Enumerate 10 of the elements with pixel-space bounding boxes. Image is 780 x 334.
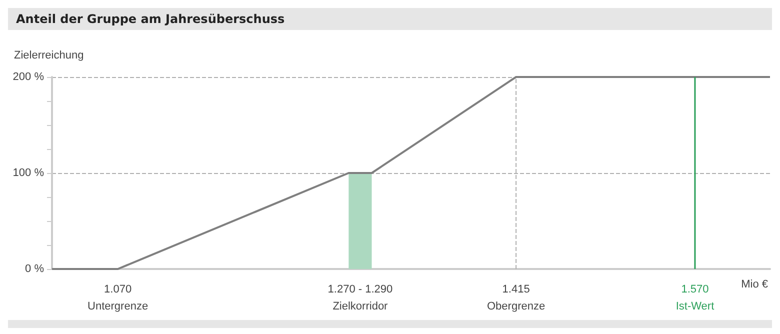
y-axis-title: Zielerreichung xyxy=(14,50,84,62)
x-tick-label: 1.415 Obergrenze xyxy=(487,284,546,312)
chart-title: Anteil der Gruppe am Jahresüberschuss xyxy=(8,8,772,30)
x-tick-label: 1.270 - 1.290 Zielkorridor xyxy=(328,284,393,312)
x-axis-title: Mio € xyxy=(741,278,768,290)
y-tick-label: 0 % xyxy=(25,263,44,275)
x-tick-label: 1.570 Ist-Wert xyxy=(676,284,714,312)
x-tick-label: 1.070 Untergrenze xyxy=(88,284,148,312)
y-tick-label: 100 % xyxy=(12,167,44,179)
y-tick-label: 200 % xyxy=(12,71,44,83)
